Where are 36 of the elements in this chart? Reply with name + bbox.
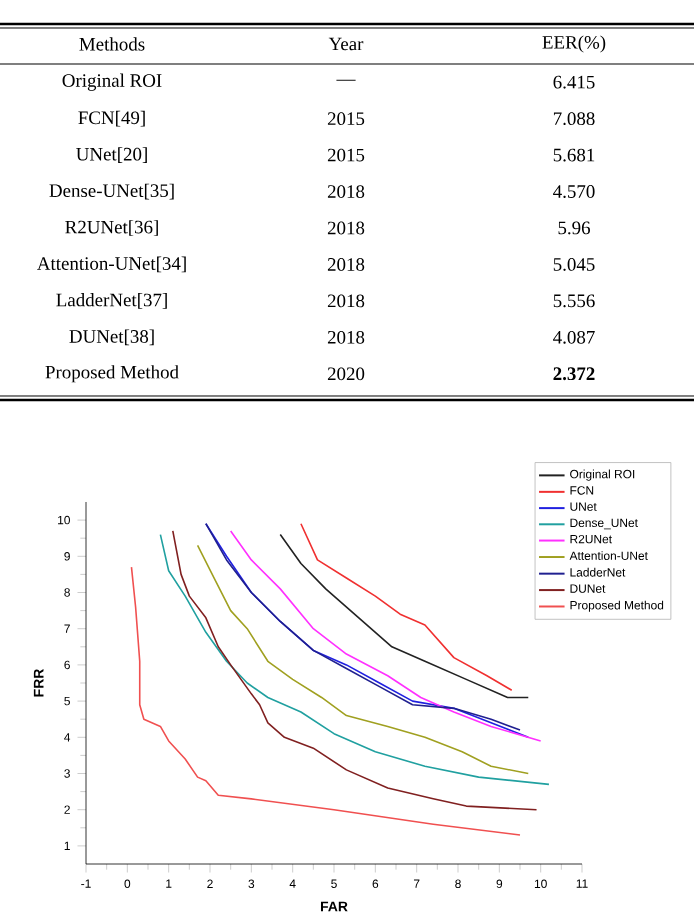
text: Methods [79,37,145,51]
line-series [159,533,550,786]
category-label: UNet[20] [76,147,147,163]
category-label: LadderNet[37] [56,293,167,309]
data-label: 2018 [327,258,365,271]
line-series [130,566,521,836]
data-label: 4.570 [553,185,595,198]
text: Year [328,37,364,51]
category-label: FCN[49] [78,110,145,127]
category-label: R2UNet[36] [65,220,158,236]
data-label: 2015 [327,148,365,162]
data-label: 4.087 [553,330,595,344]
line-series [279,533,530,699]
data-label: — [336,79,356,81]
data-label: 7.088 [553,112,595,126]
data-label: 6.415 [553,75,595,89]
data-label: 2018 [327,294,365,308]
line-series [300,522,513,692]
data-label: 2018 [327,330,365,344]
line-series [172,530,538,811]
category-label: Attention-UNet[34] [37,256,186,273]
data-label: 2015 [327,112,365,126]
line-series [196,544,530,775]
data-label: 2.372 [553,367,595,381]
data-label: 5.045 [553,258,595,271]
data-label: 5.96 [558,221,591,235]
data-label: 2020 [327,367,365,381]
data-label: 2018 [327,221,365,235]
category-label: Proposed Method [45,365,179,383]
data-label: 5.556 [553,294,595,308]
category-label: Original ROI [62,73,162,91]
data-label: 2018 [327,185,365,198]
data-label: 5.681 [553,148,595,162]
category-label: DUNet[38] [69,329,154,346]
text: EER(%) [542,35,606,53]
category-label: Dense-UNet[35] [49,183,174,200]
